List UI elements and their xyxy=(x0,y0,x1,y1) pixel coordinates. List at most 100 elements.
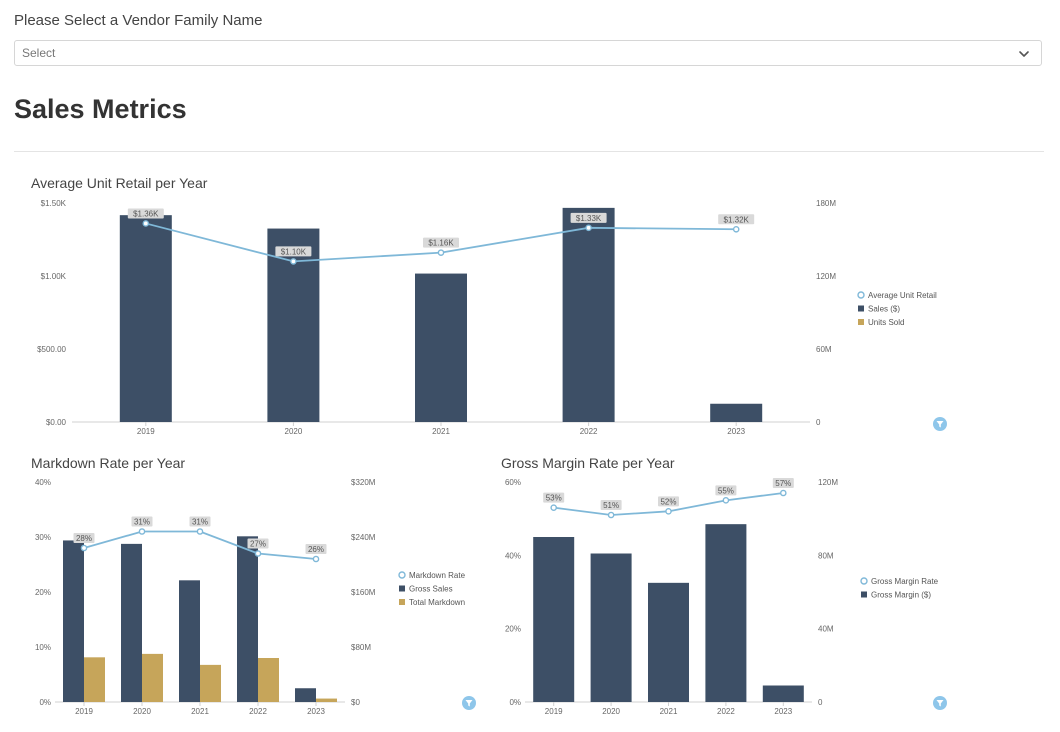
vendor-family-select[interactable]: Select xyxy=(14,40,1042,66)
aur-right-tick-label: 0 xyxy=(816,418,821,427)
gmr-x-tick-label: 2020 xyxy=(602,707,620,716)
gmr-line-point[interactable] xyxy=(780,489,787,497)
aur-legend-label: Units Sold xyxy=(868,318,904,327)
mdr-left-tick-label: 30% xyxy=(35,533,51,542)
chevron-down-icon xyxy=(1019,51,1029,57)
gmr-bar-gross-margin-[interactable] xyxy=(648,582,689,702)
aur-data-label-bg xyxy=(275,246,312,257)
gmr-data-label-bg xyxy=(600,500,622,510)
aur-bar-sales-[interactable] xyxy=(119,215,172,422)
aur-line-point[interactable] xyxy=(732,225,740,233)
mdr-bar-total-markdown[interactable] xyxy=(84,657,105,702)
mdr-legend-swatch xyxy=(399,585,405,592)
mdr-bar-total-markdown[interactable] xyxy=(258,658,279,702)
gmr-line-point[interactable] xyxy=(665,508,672,515)
aur-legend-label: Average Unit Retail xyxy=(868,291,937,300)
mdr-bar-gross-sales[interactable] xyxy=(237,536,258,702)
gmr-legend-swatch xyxy=(860,577,868,585)
mdr-data-label: 28% xyxy=(76,534,92,543)
aur-x-tick-label: 2022 xyxy=(580,427,598,436)
gmr-bar-gross-margin-[interactable] xyxy=(762,685,804,703)
gmr-left-tick-label: 0% xyxy=(509,698,521,707)
aur-data-label: $1.36K xyxy=(133,209,159,218)
mdr-data-label-bg xyxy=(305,544,327,554)
gmr-right-tick-label: 80M xyxy=(818,551,834,560)
gmr-data-label: 52% xyxy=(660,497,676,506)
gmr-filter-funnel-icon xyxy=(936,700,944,707)
gmr-right-tick-label: 40M xyxy=(818,625,834,634)
aur-legend-swatch xyxy=(858,305,864,312)
mdr-left-tick-label: 40% xyxy=(35,478,51,487)
gmr-data-label: 55% xyxy=(718,486,734,495)
mdr-legend-swatch xyxy=(399,599,405,605)
mdr-line-point[interactable] xyxy=(254,550,262,557)
aur-left-tick-label: $1.50K xyxy=(41,199,67,208)
gmr-data-label-bg xyxy=(543,492,565,503)
gmr-line-point[interactable] xyxy=(607,511,615,519)
aur-left-tick-label: $1.00K xyxy=(41,272,67,281)
aur-bar-sales-[interactable] xyxy=(562,207,615,422)
aur-left-tick-label: $500.00 xyxy=(37,345,66,354)
aur-data-label: $1.33K xyxy=(576,214,602,223)
mdr-line-point[interactable] xyxy=(80,544,88,552)
gmr-bar-gross-margin-[interactable] xyxy=(533,537,575,702)
gmr-left-tick-label: 20% xyxy=(505,625,521,634)
gmr-data-label: 57% xyxy=(775,479,791,488)
aur-data-label: $1.32K xyxy=(724,215,750,224)
gmr-legend-label: Gross Margin ($) xyxy=(871,591,931,600)
gmr-data-label-bg xyxy=(658,496,679,507)
gmr-data-label: 51% xyxy=(603,501,619,510)
aur-line-point[interactable] xyxy=(437,249,445,256)
mdr-line-point[interactable] xyxy=(196,528,204,535)
mdr-bar-gross-sales[interactable] xyxy=(179,580,200,702)
mdr-bar-gross-sales[interactable] xyxy=(121,543,142,702)
section-divider xyxy=(14,151,1044,152)
mdr-left-tick-label: 0% xyxy=(39,698,51,707)
gmr-x-tick-label: 2023 xyxy=(774,707,792,716)
mdr-right-tick-label: $80M xyxy=(351,643,371,652)
mdr-legend-label: Total Markdown xyxy=(409,598,465,607)
gmr-x-tick-label: 2019 xyxy=(545,707,563,716)
gmr-bar-gross-margin-[interactable] xyxy=(590,553,632,703)
aur-line-point[interactable] xyxy=(585,224,592,232)
mdr-data-label-bg xyxy=(73,533,95,543)
mdr-data-label: 27% xyxy=(250,540,266,549)
gmr-line-point[interactable] xyxy=(550,504,558,511)
vendor-prompt: Please Select a Vendor Family Name xyxy=(14,12,263,29)
aur-x-tick-label: 2020 xyxy=(285,427,303,436)
gmr-x-tick-label: 2022 xyxy=(717,707,735,716)
aur-data-label-bg xyxy=(127,208,164,219)
page-title: Sales Metrics xyxy=(14,94,187,124)
mdr-left-tick-label: 10% xyxy=(35,643,51,652)
aur-x-tick-label: 2019 xyxy=(137,427,155,436)
mdr-chart-title: Markdown Rate per Year xyxy=(31,455,186,471)
mdr-data-label: 31% xyxy=(134,518,150,527)
aur-chart-title: Average Unit Retail per Year xyxy=(31,175,208,191)
mdr-x-tick-label: 2020 xyxy=(133,707,151,716)
gmr-line-point[interactable] xyxy=(722,497,730,504)
aur-left-tick-label: $0.00 xyxy=(46,418,67,427)
aur-legend-swatch xyxy=(857,291,865,299)
gmr-legend-swatch xyxy=(861,591,867,598)
mdr-right-tick-label: $160M xyxy=(351,588,376,597)
aur-x-tick-label: 2023 xyxy=(727,427,745,436)
mdr-line-point[interactable] xyxy=(138,528,146,535)
aur-right-tick-label: 180M xyxy=(816,199,836,208)
aur-bar-sales-[interactable] xyxy=(710,403,763,422)
mdr-bar-total-markdown[interactable] xyxy=(316,698,337,702)
gmr-data-label-bg xyxy=(772,478,794,488)
mdr-bar-total-markdown[interactable] xyxy=(200,664,221,702)
aur-line-point[interactable] xyxy=(290,258,297,265)
mdr-line-point[interactable] xyxy=(312,555,320,563)
mdr-data-label-bg xyxy=(247,538,269,549)
mdr-bar-gross-sales[interactable] xyxy=(63,540,84,702)
mdr-bar-gross-sales[interactable] xyxy=(295,688,316,702)
aur-data-label-bg xyxy=(718,214,755,225)
gmr-bar-gross-margin-[interactable] xyxy=(705,524,747,702)
aur-line-point[interactable] xyxy=(142,220,150,227)
aur-bar-sales-[interactable] xyxy=(415,273,467,422)
gmr-legend-label: Gross Margin Rate xyxy=(871,577,939,586)
mdr-bar-total-markdown[interactable] xyxy=(142,653,163,702)
aur-data-label: $1.10K xyxy=(281,247,307,256)
